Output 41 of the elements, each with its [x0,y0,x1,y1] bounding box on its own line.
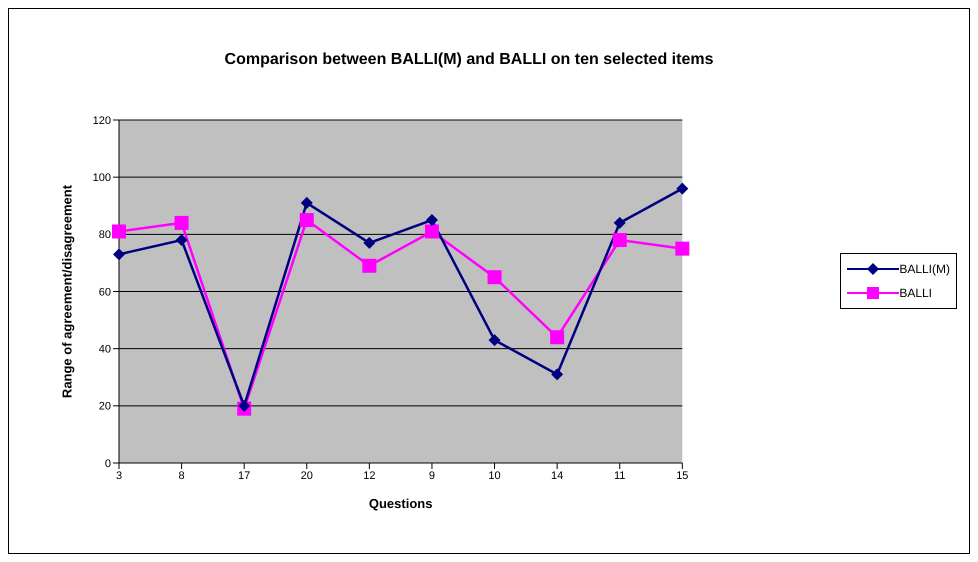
x-tick-label: 20 [300,470,313,482]
y-tick-label: 40 [98,344,111,356]
point [112,224,126,238]
x-tick-label: 17 [238,470,250,482]
point [300,213,314,228]
point [612,233,627,248]
legend-label: BALLI [899,286,932,300]
y-tick-label: 0 [104,458,111,470]
x-tick-label: 15 [676,470,688,482]
x-tick-label: 8 [178,470,185,482]
x-tick-label: 9 [428,470,436,482]
x-axis-title: Questions [368,496,432,511]
point [551,368,564,380]
y-tick-label: 20 [98,400,111,413]
legend-label: BALLI(M) [899,262,950,276]
point [426,214,438,226]
point [424,224,439,238]
point [238,400,250,412]
y-tick-label: 60 [98,286,111,298]
y-tick-label: 120 [92,114,111,127]
x-tick-label: 11 [614,470,626,482]
y-tick-label: 80 [98,229,111,242]
chart-title: Comparison between BALLI(M) and BALLI on ten selected items [224,51,714,69]
x-tick-label: 3 [116,470,122,482]
point [550,330,564,344]
x-tick-label: 10 [488,470,501,482]
point [676,182,688,195]
x-tick-label: 14 [551,470,564,482]
point [300,196,313,209]
point [488,334,501,346]
point [488,270,502,284]
x-tick-label: 12 [363,470,376,482]
point [614,216,626,229]
point [675,242,690,256]
point [176,234,188,246]
y-tick-label: 100 [92,172,111,184]
y-axis-title: Range of agreement/disagreement [60,184,75,398]
point [362,258,376,273]
point [174,216,189,230]
point [113,248,125,260]
point [363,236,376,249]
